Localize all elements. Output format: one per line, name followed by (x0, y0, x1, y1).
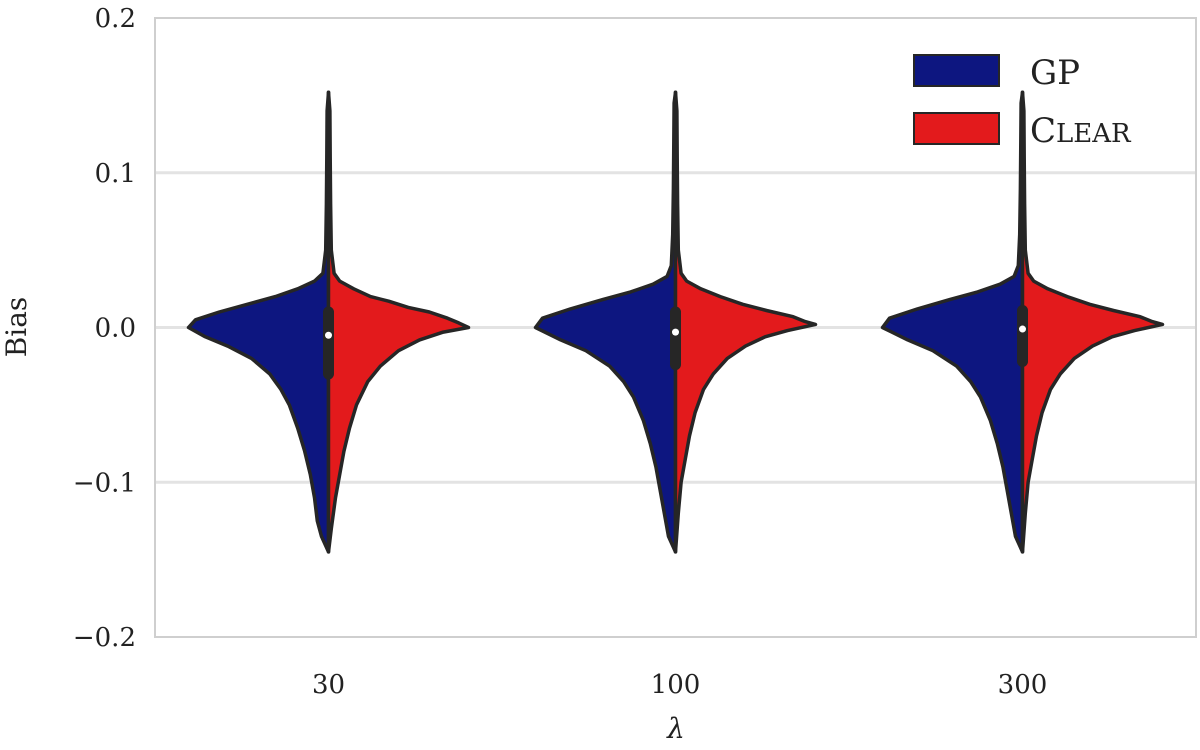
violin-clear-100 (673, 90, 818, 554)
y-tick-label: −0.2 (73, 623, 136, 653)
y-tick-label: −0.1 (73, 468, 136, 498)
violin-gp-300 (880, 90, 1025, 554)
x-axis-label: λ (666, 712, 685, 745)
x-tick-label: 100 (651, 670, 701, 700)
y-axis-label: Bias (0, 297, 33, 358)
violins (186, 90, 1165, 554)
inner-boxes (323, 304, 1028, 380)
legend-swatch (913, 54, 1000, 87)
y-tick-label: 0.2 (95, 4, 136, 34)
y-tick-label: 0.0 (95, 314, 136, 344)
y-tick-label: 0.1 (95, 159, 136, 189)
violin-gp-30 (186, 90, 331, 554)
median-point-30 (325, 331, 332, 339)
plot-frame (154, 17, 1197, 638)
median-point-300 (1019, 325, 1026, 333)
x-tick-label: 300 (998, 670, 1048, 700)
legend-label: CLEAR (1030, 111, 1132, 151)
legend-label: GP (1030, 53, 1080, 93)
violin-gp-100 (533, 90, 678, 554)
median-point-100 (672, 328, 679, 336)
legend: GP CLEAR (913, 53, 1132, 151)
violin-clear-300 (1020, 90, 1165, 554)
legend-swatch (913, 112, 1000, 145)
x-tick-labels: 30 100 300 (312, 670, 1047, 700)
violin-clear-30 (326, 90, 471, 554)
x-tick-label: 30 (312, 670, 345, 700)
y-tick-labels: −0.2 −0.1 0.0 0.1 0.2 (73, 4, 136, 653)
